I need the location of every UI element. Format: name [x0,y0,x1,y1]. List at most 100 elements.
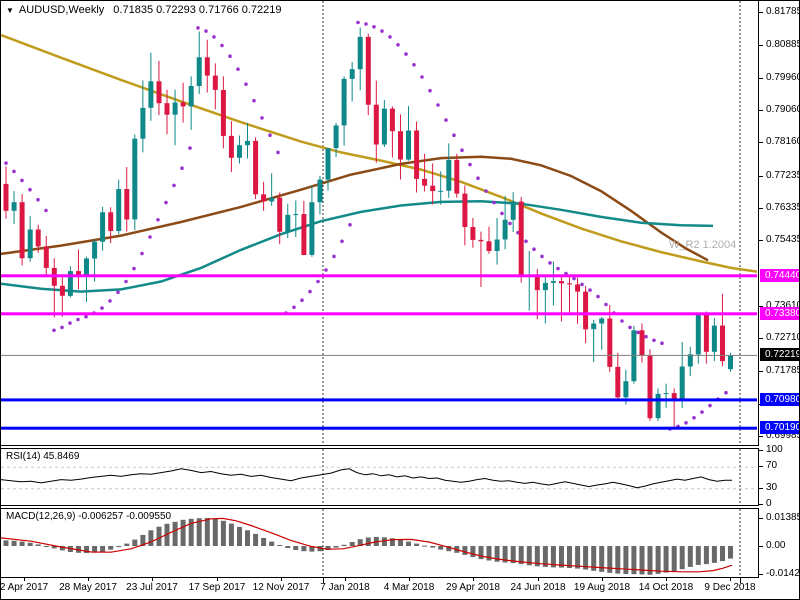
macd-panel[interactable]: MACD(12,26,9) -0.006257 -0.009550 [1,508,759,578]
macd-histogram [3,518,733,575]
macd-bar [446,546,452,552]
candle-body [502,219,508,240]
candle-body [309,202,315,255]
macd-bar [92,546,98,553]
macd-bar [623,546,629,574]
macd-bar [711,546,717,563]
date-tick-label: 14 Oct 2018 [638,582,694,593]
macd-bar [671,546,677,572]
candle-body [615,366,621,398]
candle-body [317,179,323,203]
candle-body [100,212,106,242]
macd-bar [639,546,645,575]
macd-bar [381,537,387,546]
sar-dot [396,43,400,47]
sar-dot [308,289,312,294]
axis-tick [759,176,763,177]
candle-body [277,197,283,232]
axis-tick [759,208,763,209]
macd-bar [11,540,17,546]
macd-bar [599,546,605,572]
candle-body [703,314,709,352]
axis-tick [602,578,603,581]
rsi-scale-label: 0 [766,498,772,509]
sar-dot [148,235,152,239]
resistance-line [1,312,757,316]
candles-layer [3,27,733,428]
candle-body [19,202,25,259]
rsi-scale-label: 100 [766,444,783,455]
candle-body [365,36,371,105]
candle-body [245,140,250,146]
symbol-dropdown-icon[interactable]: ▼ [6,6,14,15]
axis-tick [24,578,25,581]
price-tick-label: 0.81785 [766,6,800,17]
sar-dot [76,317,80,322]
macd-bar [357,539,363,546]
rsi-panel[interactable]: RSI(14) 45.8469 [1,448,759,506]
macd-bar [43,546,49,547]
macd-bar [720,546,725,562]
axis-tick [88,578,89,581]
axis-tick [759,78,763,79]
candle-body [711,325,717,352]
candle-body [518,201,524,277]
candle-body [647,355,653,419]
macd-bar [567,546,572,568]
sar-dot [260,116,264,120]
sar-dot [268,133,272,137]
date-tick-label: 28 May 2017 [59,582,117,593]
chart-ohlc-values: 0.71835 0.72293 0.71766 0.72219 [113,4,282,16]
macd-bar [518,546,524,565]
axis-tick [152,578,153,581]
candle-body [116,189,122,231]
macd-bar [575,546,581,569]
macd-bar [196,518,202,546]
candle-body [11,202,17,211]
sar-dot [196,26,200,30]
sar-dot [12,169,16,174]
time-axis: 2 Apr 2017 28 May 2017 23 Jul 2017 17 Sep 2… [1,578,759,599]
sar-dot [652,338,656,343]
chart-title: ▼ AUDUSD,Weekly 0.71835 0.72293 0.71766 0.… [6,4,282,16]
sar-dot [492,200,496,205]
sar-dot [204,29,208,33]
candle-body [140,107,146,139]
axis-tick [759,306,763,307]
macd-bar [365,537,371,546]
sar-dot [316,279,320,284]
candle-body [237,145,242,158]
candle-body [470,227,476,240]
candle-body [188,86,194,107]
current-price-line [1,354,757,356]
macd-bar [438,546,444,550]
macd-bar [228,523,234,546]
macd-bar [655,546,661,574]
sar-dot [500,211,504,216]
candle-body [164,103,170,115]
macd-bar [108,546,114,550]
macd-scale-label: 0.00 [766,540,786,551]
main-chart-panel[interactable]: W_R2 1.2004 [1,1,759,446]
macd-bar [293,546,299,550]
macd-bar [559,546,564,568]
sar-dot [540,254,544,259]
sar-dot [348,223,352,227]
candle-body [494,239,500,251]
macd-bar [27,542,33,546]
sar-dot [548,261,552,265]
rsi-canvas[interactable] [1,449,757,505]
macd-bar [414,543,420,546]
candle-body [76,271,81,276]
candle-body [333,125,339,149]
main-chart-canvas[interactable] [1,1,757,444]
sar-dot [684,421,688,425]
macd-bar [309,546,315,552]
axis-tick [538,578,539,581]
sar-dot [700,410,704,414]
candle-body [156,81,162,104]
candle-body [148,81,154,108]
macd-canvas[interactable] [1,509,757,577]
macd-bar [84,546,89,554]
candle-body [108,212,114,231]
